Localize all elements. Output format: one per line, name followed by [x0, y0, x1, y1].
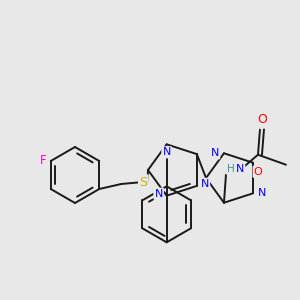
Text: H: H	[227, 164, 235, 174]
Text: F: F	[39, 154, 46, 167]
Text: N: N	[236, 164, 244, 174]
Text: N: N	[201, 179, 209, 189]
Text: O: O	[257, 113, 267, 126]
Text: N: N	[211, 148, 219, 158]
Text: O: O	[254, 167, 262, 177]
Text: N: N	[154, 189, 163, 199]
Text: N: N	[163, 147, 171, 157]
Text: S: S	[139, 176, 147, 188]
Text: N: N	[258, 188, 266, 198]
